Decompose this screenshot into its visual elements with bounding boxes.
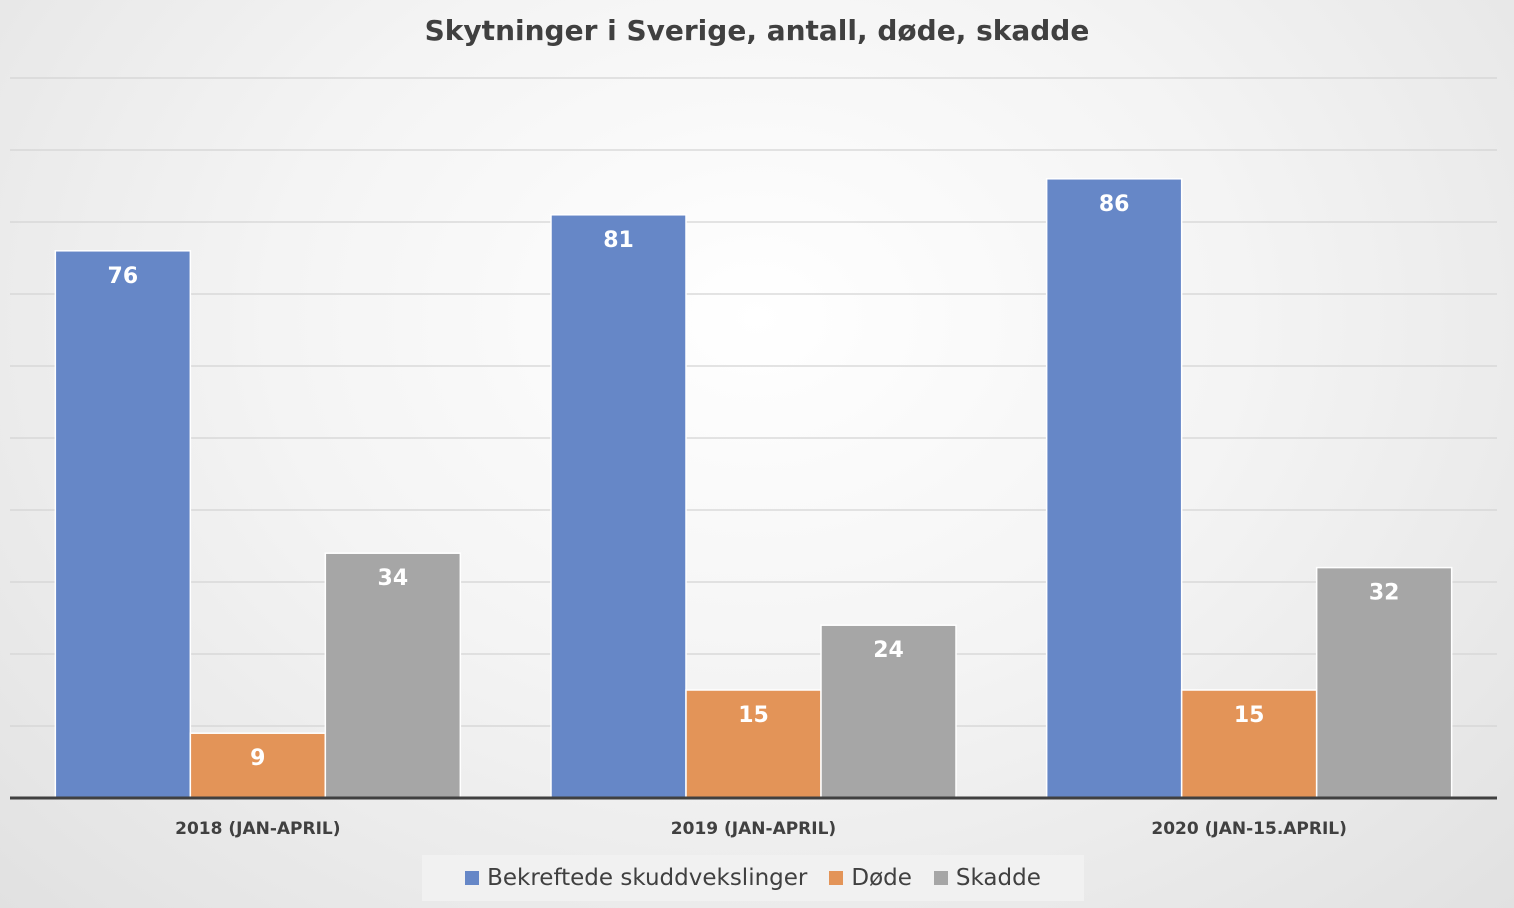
data-label: 15 — [738, 703, 769, 728]
bar — [1045, 178, 1183, 799]
legend-swatch — [829, 871, 844, 885]
legend-item: Bekreftede skuddvekslinger — [465, 865, 807, 891]
legend-item: Døde — [829, 865, 912, 891]
x-axis: 2018 (JAN-APRIL) 2019 (JAN-APRIL) 2020 (JA… — [10, 796, 1497, 839]
bar — [1315, 566, 1453, 799]
legend: Bekreftede skuddvekslinger Døde Skadde — [422, 855, 1084, 901]
bar — [54, 250, 192, 799]
data-label: 24 — [873, 638, 904, 663]
data-label: 15 — [1234, 703, 1265, 728]
x-tick-label: 2020 (JAN-15.APRIL) — [1151, 819, 1347, 839]
legend-label: Bekreftede skuddvekslinger — [487, 865, 808, 891]
data-labels: 76 9 34 81 15 24 86 15 32 — [108, 192, 1400, 771]
bar — [550, 214, 687, 799]
data-label: 32 — [1369, 581, 1400, 606]
gridlines — [10, 77, 1497, 727]
data-label: 9 — [250, 746, 265, 771]
legend-swatch — [933, 871, 948, 885]
legend-item: Skadde — [933, 865, 1041, 891]
legend-label: Skadde — [955, 865, 1041, 891]
chart-title: Skytninger i Sverige, antall, døde, skad… — [424, 14, 1090, 47]
bar — [324, 552, 462, 799]
data-label: 76 — [108, 264, 139, 289]
data-label: 86 — [1099, 192, 1130, 217]
bar — [685, 689, 822, 799]
legend-swatch — [465, 871, 480, 885]
data-label: 34 — [378, 566, 409, 591]
legend-label: Døde — [851, 865, 912, 891]
x-tick-label: 2018 (JAN-APRIL) — [175, 819, 340, 839]
data-label: 81 — [603, 228, 634, 253]
x-tick-label: 2019 (JAN-APRIL) — [671, 819, 836, 839]
bars — [54, 178, 1453, 799]
